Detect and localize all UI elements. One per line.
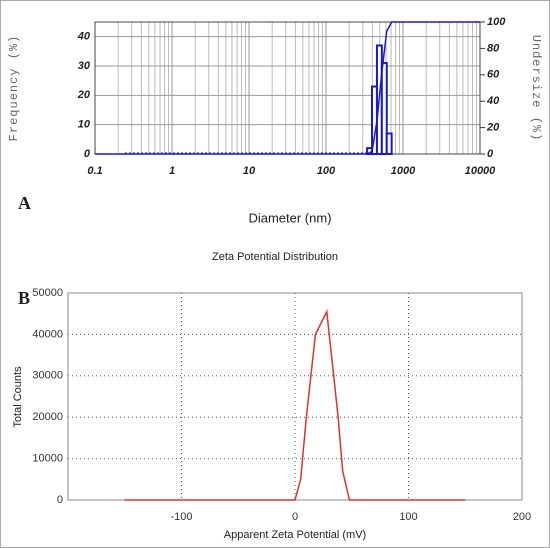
y-tick-label: 30 [78,60,91,72]
y-axis-label: Total Counts [12,366,24,428]
x-tick-label: 100 [399,511,417,523]
y-tick-label: 0 [57,494,63,506]
x-tick-label: 10000 [465,165,496,177]
x-tick-label: 10 [243,165,256,177]
plot-frame [67,292,523,501]
y-tick-label: 40 [77,31,91,43]
chart-title: Zeta Potential Distribution [212,251,338,263]
plot-frame [94,21,481,155]
x-tick-label: 1000 [391,165,416,177]
x-tick-label: -100 [170,511,192,523]
y2-tick-label: 60 [487,69,500,81]
y-tick-label: 50000 [32,287,63,299]
x-tick-label: 1 [169,165,175,177]
y2-tick-label: 80 [487,42,500,54]
y-tick-label: 30000 [32,370,63,382]
panel-label: A [18,193,31,213]
bar [380,62,388,155]
y2-tick-label: 40 [486,95,500,107]
x-tick-label: 0.1 [87,165,102,177]
y2-tick-label: 100 [487,16,506,28]
data-line [124,309,466,501]
y-tick-label: 10000 [32,453,63,465]
y-tick-label: 20000 [32,411,63,423]
y2-tick-label: 20 [486,122,500,134]
x-tick-label: 100 [317,165,336,177]
x-axis-label: Apparent Zeta Potential (mV) [224,529,366,541]
x-tick-label: 0 [292,511,298,523]
y2-tick-label: 0 [487,148,494,160]
x-tick-label: 200 [513,511,531,523]
y-tick-label: 40000 [32,328,63,340]
y-tick-label: 20 [77,89,91,101]
x-axis-label: Diameter (nm) [248,210,331,225]
y-tick-label: 10 [78,119,91,131]
y-tick-label: 0 [84,148,91,160]
panel-label: B [18,288,30,308]
y-axis-label: Frequency (%) [7,35,21,142]
y2-axis-label: Undersize (%) [529,35,543,142]
data-line [95,21,480,155]
bar [385,132,393,155]
